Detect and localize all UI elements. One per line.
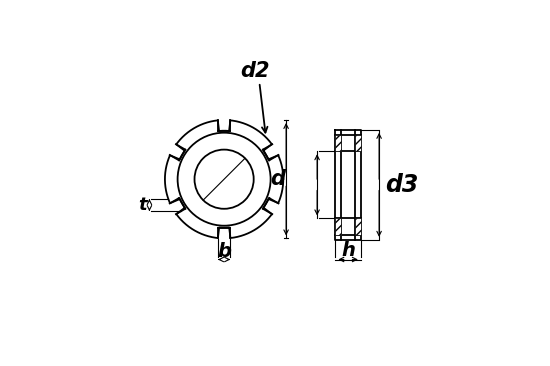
Text: b: b [217, 242, 231, 261]
Polygon shape [355, 219, 361, 235]
Text: d2: d2 [240, 61, 270, 81]
Polygon shape [336, 135, 341, 151]
Polygon shape [355, 135, 361, 151]
Text: d3: d3 [386, 173, 419, 197]
Text: h: h [341, 241, 355, 260]
Text: t: t [138, 196, 147, 214]
Polygon shape [336, 219, 341, 235]
Text: d: d [271, 169, 285, 189]
